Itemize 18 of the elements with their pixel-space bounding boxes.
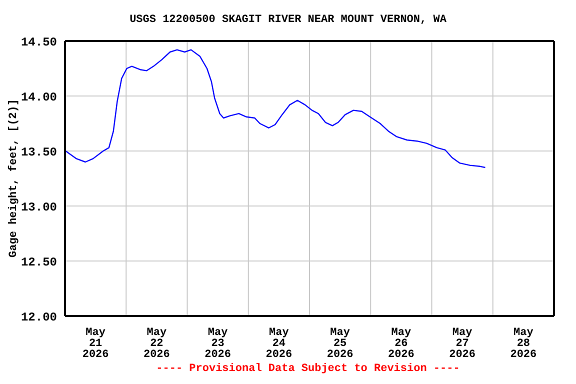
x-tick-label: May 24 2026 <box>266 327 292 361</box>
y-axis-title: Gage height, feet, [(2)] <box>8 99 20 258</box>
x-tick-label: May 22 2026 <box>143 327 170 361</box>
x-tick-label: May 23 2026 <box>204 327 232 361</box>
y-tick-label: 12.00 <box>20 310 57 324</box>
line-series <box>65 49 486 168</box>
text: ---- Provisional Data Subject to Revision ---- <box>155 363 461 375</box>
y-tick-label: 13.00 <box>20 200 57 214</box>
x-tick-label: May 25 2026 <box>326 327 354 361</box>
y-tick-label: 14.50 <box>20 35 57 50</box>
y-tick-label: 14.00 <box>20 90 57 104</box>
x-tick-label: May 21 2026 <box>82 327 109 361</box>
x-tick-label: May 26 2026 <box>388 327 414 361</box>
x-tick-label: May 27 2026 <box>449 327 476 361</box>
x-tick-label: May 28 2026 <box>510 327 537 361</box>
chart-title: USGS 12200500 SKAGIT RIVER NEAR MOUNT VERNON, WA <box>128 14 448 26</box>
y-tick-label: 12.50 <box>20 255 57 270</box>
y-tick-label: 13.50 <box>20 145 57 160</box>
